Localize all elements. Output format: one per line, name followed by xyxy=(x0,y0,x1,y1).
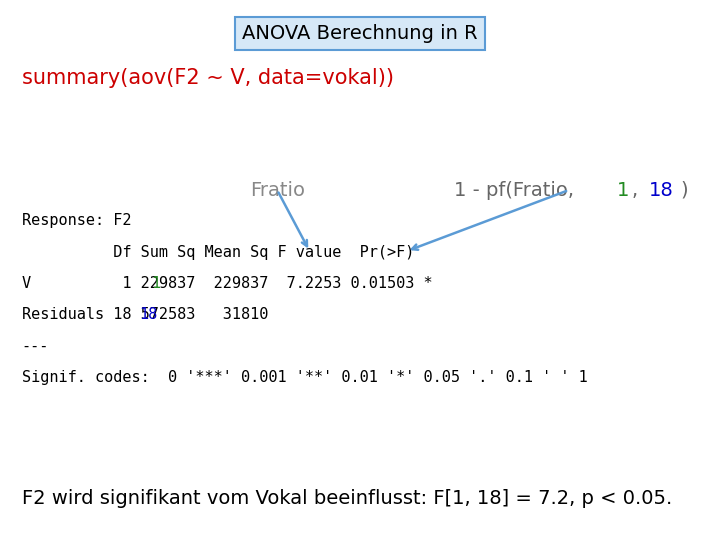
Text: ,: , xyxy=(632,181,645,200)
Text: 1: 1 xyxy=(616,181,629,200)
Text: Signif. codes:  0 '***' 0.001 '**' 0.01 '*' 0.05 '.' 0.1 ' ' 1: Signif. codes: 0 '***' 0.001 '**' 0.01 '… xyxy=(22,370,588,385)
Text: F2 wird signifikant vom Vokal beeinflusst: F[1, 18] = 7.2, p < 0.05.: F2 wird signifikant vom Vokal beeinfluss… xyxy=(22,489,672,508)
Text: 18: 18 xyxy=(649,181,673,200)
Text: V: V xyxy=(22,276,122,291)
Text: ): ) xyxy=(680,181,688,200)
Text: summary(aov(F2 ~ V, data=vokal)): summary(aov(F2 ~ V, data=vokal)) xyxy=(22,68,394,87)
Text: Residuals: Residuals xyxy=(22,307,113,322)
Text: Df Sum Sq Mean Sq F value  Pr(>F): Df Sum Sq Mean Sq F value Pr(>F) xyxy=(22,245,432,260)
Text: 18: 18 xyxy=(140,307,158,322)
Text: Residuals 18 572583   31810: Residuals 18 572583 31810 xyxy=(22,307,268,322)
Text: ---: --- xyxy=(22,339,49,354)
Text: V          1 229837  229837  7.2253 0.01503 *: V 1 229837 229837 7.2253 0.01503 * xyxy=(22,276,432,291)
Text: 1 - pf(Fratio,: 1 - pf(Fratio, xyxy=(454,181,580,200)
Text: 1: 1 xyxy=(151,276,161,291)
Text: Response: F2: Response: F2 xyxy=(22,213,131,228)
Text: ANOVA Berechnung in R: ANOVA Berechnung in R xyxy=(242,24,478,43)
Text: Fratio: Fratio xyxy=(250,181,305,200)
